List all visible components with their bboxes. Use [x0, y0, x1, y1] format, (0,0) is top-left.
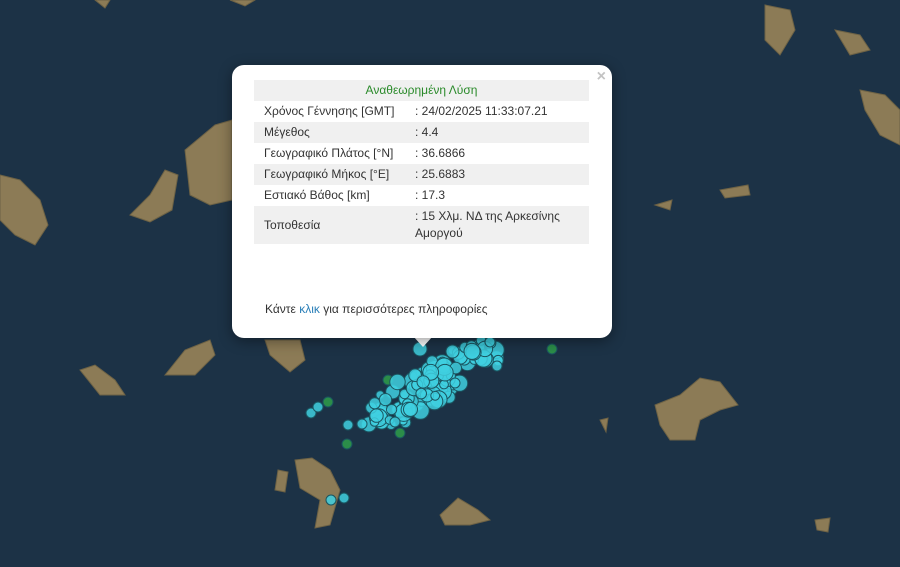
footer-text: για περισσότερες πληροφορίες — [319, 302, 488, 316]
island — [129, 169, 179, 223]
island — [163, 339, 216, 376]
earthquake-markers — [305, 327, 558, 506]
island — [229, 0, 256, 7]
row-label: Εστιακό Βάθος [km] — [264, 188, 370, 202]
earthquake-marker[interactable] — [546, 343, 558, 355]
earthquake-marker[interactable] — [415, 387, 428, 400]
earthquake-marker[interactable] — [341, 438, 353, 450]
earthquake-marker[interactable] — [338, 492, 350, 504]
popup-title: Αναθεωρημένη Λύση — [254, 80, 589, 101]
row-label: Γεωγραφικό Μήκος [°E] — [254, 164, 405, 185]
row-value: : 15 Χλμ. ΝΔ της Αρκεσίνης Αμοργού — [405, 206, 589, 244]
island — [79, 364, 126, 396]
island — [0, 174, 49, 246]
row-value: : 24/02/2025 11:33:07.21 — [415, 104, 548, 118]
row-label: Μέγεθος — [254, 122, 405, 143]
earthquake-marker[interactable] — [369, 408, 384, 423]
row-value: : 36.6866 — [415, 146, 466, 160]
row-value: : 25.6883 — [405, 164, 589, 185]
earthquake-marker[interactable] — [356, 418, 368, 430]
earthquake-popup: × Αναθεωρημένη Λύση Χρόνος Γέννησης [GMT… — [232, 65, 612, 338]
row-label: Χρόνος Γέννησης [GMT] — [264, 104, 395, 118]
earthquake-marker[interactable] — [378, 393, 393, 407]
earthquake-info-table: Αναθεωρημένη Λύση Χρόνος Γέννησης [GMT]:… — [254, 80, 589, 244]
row-value: : 4.4 — [405, 122, 589, 143]
earthquake-marker[interactable] — [416, 375, 430, 389]
island — [264, 339, 306, 373]
earthquake-marker[interactable] — [322, 396, 334, 408]
island — [94, 0, 111, 9]
earthquake-marker[interactable] — [305, 407, 317, 419]
island — [859, 89, 900, 146]
row-label: Γεωγραφικό Πλάτος [°N] — [264, 146, 394, 160]
earthquake-marker[interactable] — [394, 427, 406, 439]
earthquake-marker[interactable] — [342, 419, 354, 431]
earthquake-marker[interactable] — [325, 494, 337, 506]
island — [274, 469, 289, 493]
earthquake-marker[interactable] — [389, 416, 401, 428]
earthquake-marker[interactable] — [491, 360, 503, 372]
island — [719, 184, 751, 199]
island — [654, 377, 739, 441]
row-label: Τοποθεσία — [254, 206, 405, 244]
row-value: : 17.3 — [415, 188, 446, 202]
earthquake-marker[interactable] — [463, 342, 481, 360]
earthquake-marker[interactable] — [430, 390, 441, 401]
island — [599, 417, 609, 434]
popup-footer: Κάντε κλικ για περισσότερες πληροφορίες — [265, 302, 488, 316]
more-info-link[interactable]: κλικ — [299, 302, 320, 316]
earthquake-marker[interactable] — [368, 397, 381, 410]
island — [764, 4, 796, 56]
earthquake-marker[interactable] — [484, 336, 496, 348]
earthquake-marker[interactable] — [389, 373, 406, 391]
earthquake-marker[interactable] — [449, 377, 461, 389]
island — [294, 457, 341, 529]
island — [184, 119, 233, 206]
earthquake-marker[interactable] — [386, 403, 398, 416]
island — [814, 517, 831, 533]
close-icon[interactable]: × — [596, 68, 606, 85]
island — [833, 29, 871, 56]
island — [439, 497, 492, 526]
island — [653, 199, 673, 211]
earthquake-marker[interactable] — [312, 401, 324, 413]
earthquake-marker[interactable] — [445, 344, 460, 359]
popup-tip — [413, 336, 433, 347]
footer-text: Κάντε — [265, 302, 300, 316]
earthquake-marker[interactable] — [403, 401, 418, 417]
